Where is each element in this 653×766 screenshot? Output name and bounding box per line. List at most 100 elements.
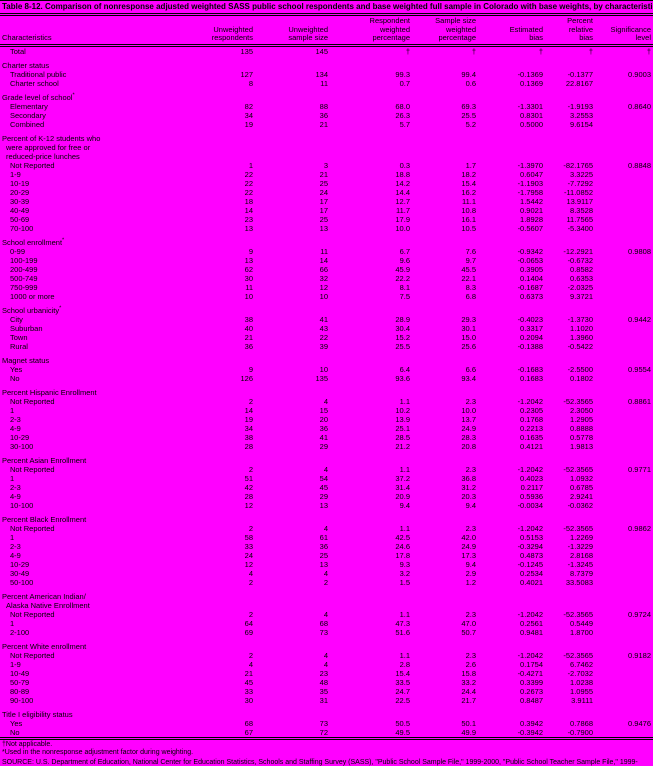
table-row: 750-999 11 12 8.1 8.3 -0.1687 -2.0325 (0, 283, 653, 292)
row-label: City (10, 314, 23, 324)
table-row: 500-749 30 32 22.2 22.1 0.1404 0.6353 (0, 274, 653, 283)
table-row: Combined 19 21 5.7 5.2 0.5000 9.6154 (0, 120, 653, 129)
cell-value: 24 (319, 187, 328, 197)
row-label: Total (10, 46, 26, 56)
cell-value: 10.8 (461, 205, 476, 215)
cell-value: 2.9 (465, 568, 476, 578)
cell-value (595, 265, 653, 274)
cell-value (595, 342, 653, 351)
cell-value: 9.4 (465, 500, 476, 510)
table-row: 1 51 54 37.2 36.8 0.4023 1.0932 (0, 474, 653, 483)
cell-value: 62 (244, 264, 253, 274)
statistics-table: Characteristics Unweighted respondents U… (0, 16, 653, 737)
cell-value: 3.2553 (570, 110, 593, 120)
row-label: 80-89 (10, 686, 30, 696)
cell-value: 12 (319, 282, 328, 292)
cell-value (595, 501, 653, 510)
cell-value (595, 483, 653, 492)
table-row: 2-100 69 73 51.6 50.7 0.9481 1.8700 (0, 628, 653, 637)
cell-value: 145 (315, 46, 328, 56)
row-label: 10-49 (10, 668, 30, 678)
cell-value: 16.2 (461, 187, 476, 197)
section-heading-row: Percent Black Enrollment (0, 510, 653, 524)
cell-value: 28 (244, 491, 253, 501)
cell-value: -0.5422 (567, 341, 593, 351)
table-row: Charter school 8 11 0.7 0.6 0.1369 22.8167 (0, 79, 653, 88)
row-label: Secondary (10, 110, 46, 120)
cell-value: -0.3294 (517, 541, 543, 551)
cell-value: 30 (244, 273, 253, 283)
cell-value: -5.3400 (567, 223, 593, 233)
header-sample-size-weighted-percentage: Sample size weighted percentage (412, 16, 478, 47)
cell-value: -52.3565 (563, 650, 593, 660)
cell-value: -82.1765 (563, 160, 593, 170)
cell-value: 2 (248, 650, 253, 660)
row-label: Yes (10, 718, 23, 728)
row-label: Rural (10, 341, 28, 351)
cell-value (595, 197, 653, 206)
cell-value: 48 (319, 677, 328, 687)
cell-value: -0.0362 (567, 500, 593, 510)
cell-value: 0.6 (465, 78, 476, 88)
cell-value (595, 551, 653, 560)
cell-value: 69 (244, 627, 253, 637)
table-row: 10-49 21 23 15.4 15.8 -0.4271 -2.7032 (0, 669, 653, 678)
cell-value: -1.3970 (517, 160, 543, 170)
cell-value: 0.1404 (520, 273, 543, 283)
cell-value: -1.2042 (517, 396, 543, 406)
cell-value: 1 (248, 160, 253, 170)
cell-value: -1.2042 (517, 464, 543, 474)
row-label: 10-19 (10, 178, 30, 188)
cell-value: 0.1369 (520, 78, 543, 88)
cell-value (595, 728, 653, 737)
cell-value: 13 (319, 559, 328, 569)
row-label: 500-749 (10, 273, 38, 283)
cell-value: 49.9 (461, 727, 476, 737)
cell-value: 0.6353 (570, 273, 593, 283)
cell-value: 25 (319, 178, 328, 188)
cell-value: 50.7 (461, 627, 476, 637)
cell-value: 0.4121 (520, 441, 543, 451)
cell-value: 24 (244, 550, 253, 560)
cell-value: 0.1754 (520, 659, 543, 669)
cell-value: 4 (323, 659, 328, 669)
footnotes: †Not applicable. *Used in the nonrespons… (0, 736, 653, 766)
section-heading-row: School enrollment* (0, 233, 653, 246)
cell-value: 0.2305 (520, 405, 543, 415)
cell-value: -0.4271 (517, 668, 543, 678)
cell-value (595, 569, 653, 578)
cell-value: 1.1 (399, 523, 410, 533)
table-row: 90-100 30 31 22.5 21.7 0.8487 3.9111 (0, 696, 653, 705)
table-row: 4-9 34 36 25.1 24.9 0.2213 0.8888 (0, 424, 653, 433)
table-row: Not Reported 2 4 1.1 2.3 -1.2042 -52.3565 0.918… (0, 651, 653, 660)
cell-value: 26.3 (395, 110, 410, 120)
cell-value (595, 274, 653, 283)
cell-value: 0.5778 (570, 432, 593, 442)
cell-value: 0.5000 (520, 119, 543, 129)
cell-value: 17.9 (395, 214, 410, 224)
cell-value: 10 (244, 291, 253, 301)
cell-value: 2.3 (465, 523, 476, 533)
cell-value: 0.1635 (520, 432, 543, 442)
cell-value: 22 (244, 187, 253, 197)
cell-value: 1.5442 (520, 196, 543, 206)
cell-value: 45 (319, 482, 328, 492)
cell-value: 0.3942 (520, 718, 543, 728)
cell-value: 25.6 (461, 341, 476, 351)
cell-value: 0.9771 (628, 464, 651, 474)
cell-value: 0.5153 (520, 532, 543, 542)
cell-value: 12 (244, 500, 253, 510)
cell-value: 29 (319, 491, 328, 501)
cell-value: 38 (244, 432, 253, 442)
row-label: 30-100 (10, 441, 34, 451)
cell-value: 17.3 (461, 550, 476, 560)
cell-value (595, 424, 653, 433)
footnote-source: SOURCE: U.S. Department of Education, Na… (2, 758, 638, 766)
table-row: Secondary 34 36 26.3 25.5 0.8301 3.2553 (0, 111, 653, 120)
cell-value: 39 (319, 341, 328, 351)
cell-value: 22 (319, 332, 328, 342)
cell-value: 35 (319, 686, 328, 696)
cell-value: 3.9111 (571, 695, 593, 705)
row-label: 50-79 (10, 677, 30, 687)
cell-value: 0.6047 (520, 169, 543, 179)
